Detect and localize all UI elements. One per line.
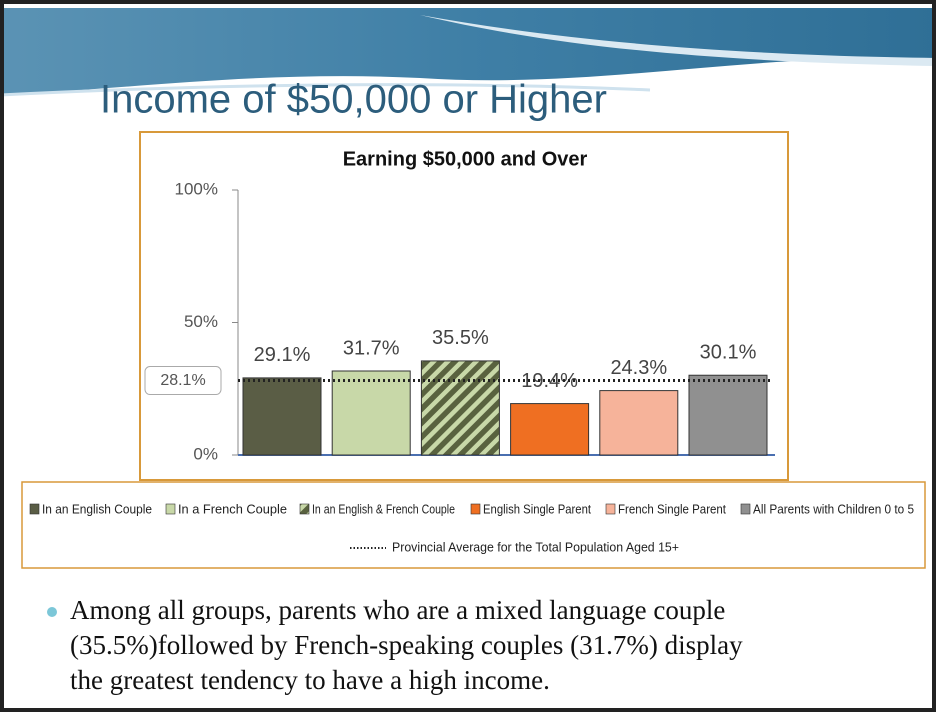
legend-swatch <box>740 503 751 515</box>
legend-box <box>21 481 926 569</box>
y-tick-label: 0% <box>193 444 218 463</box>
legend-swatch <box>470 503 481 515</box>
slide-title: Income of $50,000 or Higher <box>100 78 607 122</box>
chart-title: Earning $50,000 and Over <box>343 148 588 170</box>
reference-label-box <box>144 366 222 396</box>
legend-label: All Parents with Children 0 to 5 <box>753 501 914 516</box>
legend-label: English Single Parent <box>483 501 591 516</box>
legend-label: French Single Parent <box>618 501 726 516</box>
header-highlight <box>420 15 936 66</box>
legend-swatch <box>165 503 176 515</box>
value-label: 24.3% <box>610 357 667 379</box>
header-wave <box>0 8 936 95</box>
legend-label: In a French Couple <box>178 501 287 516</box>
y-tick-label: 50% <box>184 312 218 331</box>
bar <box>510 403 590 456</box>
bullet-dot <box>47 607 57 617</box>
legend-swatch <box>605 503 616 515</box>
reference-label: 28.1% <box>160 372 205 389</box>
bar <box>688 374 768 456</box>
legend-label: In an English & French Couple <box>312 501 455 516</box>
value-label: 29.1% <box>254 344 311 366</box>
bar <box>242 377 322 456</box>
bar <box>420 360 500 456</box>
legend-label: Provincial Average for the Total Populat… <box>392 539 679 554</box>
value-label: 35.5% <box>432 327 489 349</box>
y-tick-label: 100% <box>175 179 218 198</box>
value-label: 31.7% <box>343 337 400 359</box>
legend-swatch <box>29 503 40 515</box>
bullet-text: the greatest tendency to have a high inc… <box>70 665 550 695</box>
bar <box>599 390 679 456</box>
legend-swatch <box>299 503 310 515</box>
header-line <box>0 83 651 97</box>
bullet-text: Among all groups, parents who are a mixe… <box>70 595 725 625</box>
bar <box>331 370 411 456</box>
legend-label: In an English Couple <box>42 501 152 516</box>
value-label: 30.1% <box>700 342 757 364</box>
bullet-text: (35.5%)followed by French-speaking coupl… <box>70 630 743 660</box>
